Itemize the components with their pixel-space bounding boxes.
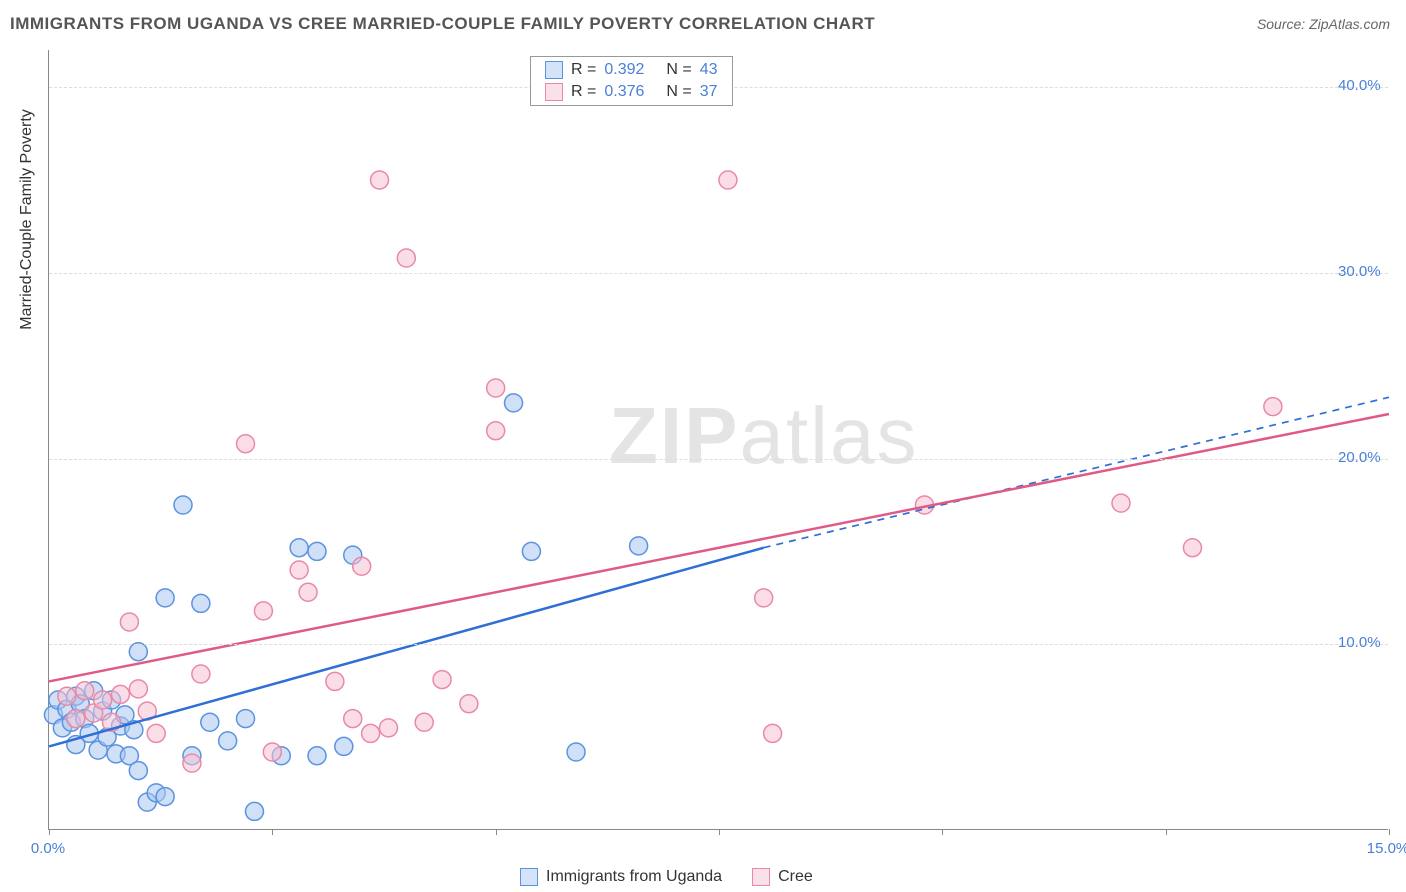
data-point [344,710,362,728]
trendline-extension [764,397,1389,547]
data-point [58,687,76,705]
data-point [237,435,255,453]
data-point [362,724,380,742]
data-point [254,602,272,620]
legend-correlation-row: R = 0.392 N = 43 [531,59,732,81]
plot-area: ZIPatlas [48,50,1388,830]
data-point [192,665,210,683]
scatter-plot-svg [49,50,1388,829]
x-tick-label: 15.0% [1367,840,1406,857]
x-tick [1166,829,1167,835]
legend-series-item: Cree [752,868,813,886]
data-point [67,710,85,728]
legend-swatch [520,868,538,886]
data-point [755,589,773,607]
data-point [156,788,174,806]
legend-r-label: R = [571,83,596,101]
y-tick-label: 20.0% [1338,449,1381,466]
data-point [1264,398,1282,416]
legend-correlation-row: R = 0.376 N = 37 [531,81,732,103]
data-point [1112,494,1130,512]
data-point [308,747,326,765]
legend-swatch [752,868,770,886]
data-point [487,422,505,440]
x-tick [272,829,273,835]
x-tick [49,829,50,835]
data-point [379,719,397,737]
data-point [487,379,505,397]
data-point [353,557,371,575]
data-point [522,542,540,560]
data-point [156,589,174,607]
data-point [129,643,147,661]
legend-series-item: Immigrants from Uganda [520,868,722,886]
data-point [397,249,415,267]
legend-r-value: 0.392 [604,61,644,79]
trendline [49,548,764,747]
data-point [1183,539,1201,557]
data-point [245,802,263,820]
data-point [94,691,112,709]
data-point [174,496,192,514]
legend-swatch [545,83,563,101]
data-point [111,685,129,703]
legend-r-value: 0.376 [604,83,644,101]
x-tick [1389,829,1390,835]
data-point [76,682,94,700]
data-point [326,672,344,690]
legend-series-label: Immigrants from Uganda [546,868,722,886]
legend-r-label: R = [571,61,596,79]
y-tick-label: 30.0% [1338,263,1381,280]
x-tick [719,829,720,835]
source-name: ZipAtlas.com [1309,16,1390,32]
data-point [290,561,308,579]
legend-n-label: N = [666,83,691,101]
data-point [237,710,255,728]
data-point [415,713,433,731]
x-tick [942,829,943,835]
data-point [263,743,281,761]
data-point [764,724,782,742]
data-point [505,394,523,412]
data-point [290,539,308,557]
source-label: Source: [1257,16,1305,32]
gridline-h [49,273,1388,274]
data-point [371,171,389,189]
gridline-h [49,459,1388,460]
legend-n-value: 37 [700,83,718,101]
data-point [219,732,237,750]
data-point [129,762,147,780]
gridline-h [49,644,1388,645]
data-point [433,671,451,689]
data-point [201,713,219,731]
data-point [308,542,326,560]
data-point [147,724,165,742]
data-point [120,613,138,631]
data-point [719,171,737,189]
legend-swatch [545,61,563,79]
data-point [335,737,353,755]
x-tick-label: 0.0% [31,840,65,857]
data-point [183,754,201,772]
chart-title: IMMIGRANTS FROM UGANDA VS CREE MARRIED-C… [10,14,875,34]
y-axis-label: Married-Couple Family Poverty [18,109,36,330]
legend-series-label: Cree [778,868,813,886]
data-point [299,583,317,601]
y-tick-label: 10.0% [1338,634,1381,651]
data-point [192,594,210,612]
legend-n-label: N = [666,61,691,79]
data-point [129,680,147,698]
y-tick-label: 40.0% [1338,77,1381,94]
legend-n-value: 43 [700,61,718,79]
source-attribution: Source: ZipAtlas.com [1257,16,1390,32]
legend-series: Immigrants from Uganda Cree [520,868,813,886]
x-tick [496,829,497,835]
data-point [630,537,648,555]
legend-correlation-box: R = 0.392 N = 43 R = 0.376 N = 37 [530,56,733,106]
data-point [460,695,478,713]
data-point [567,743,585,761]
